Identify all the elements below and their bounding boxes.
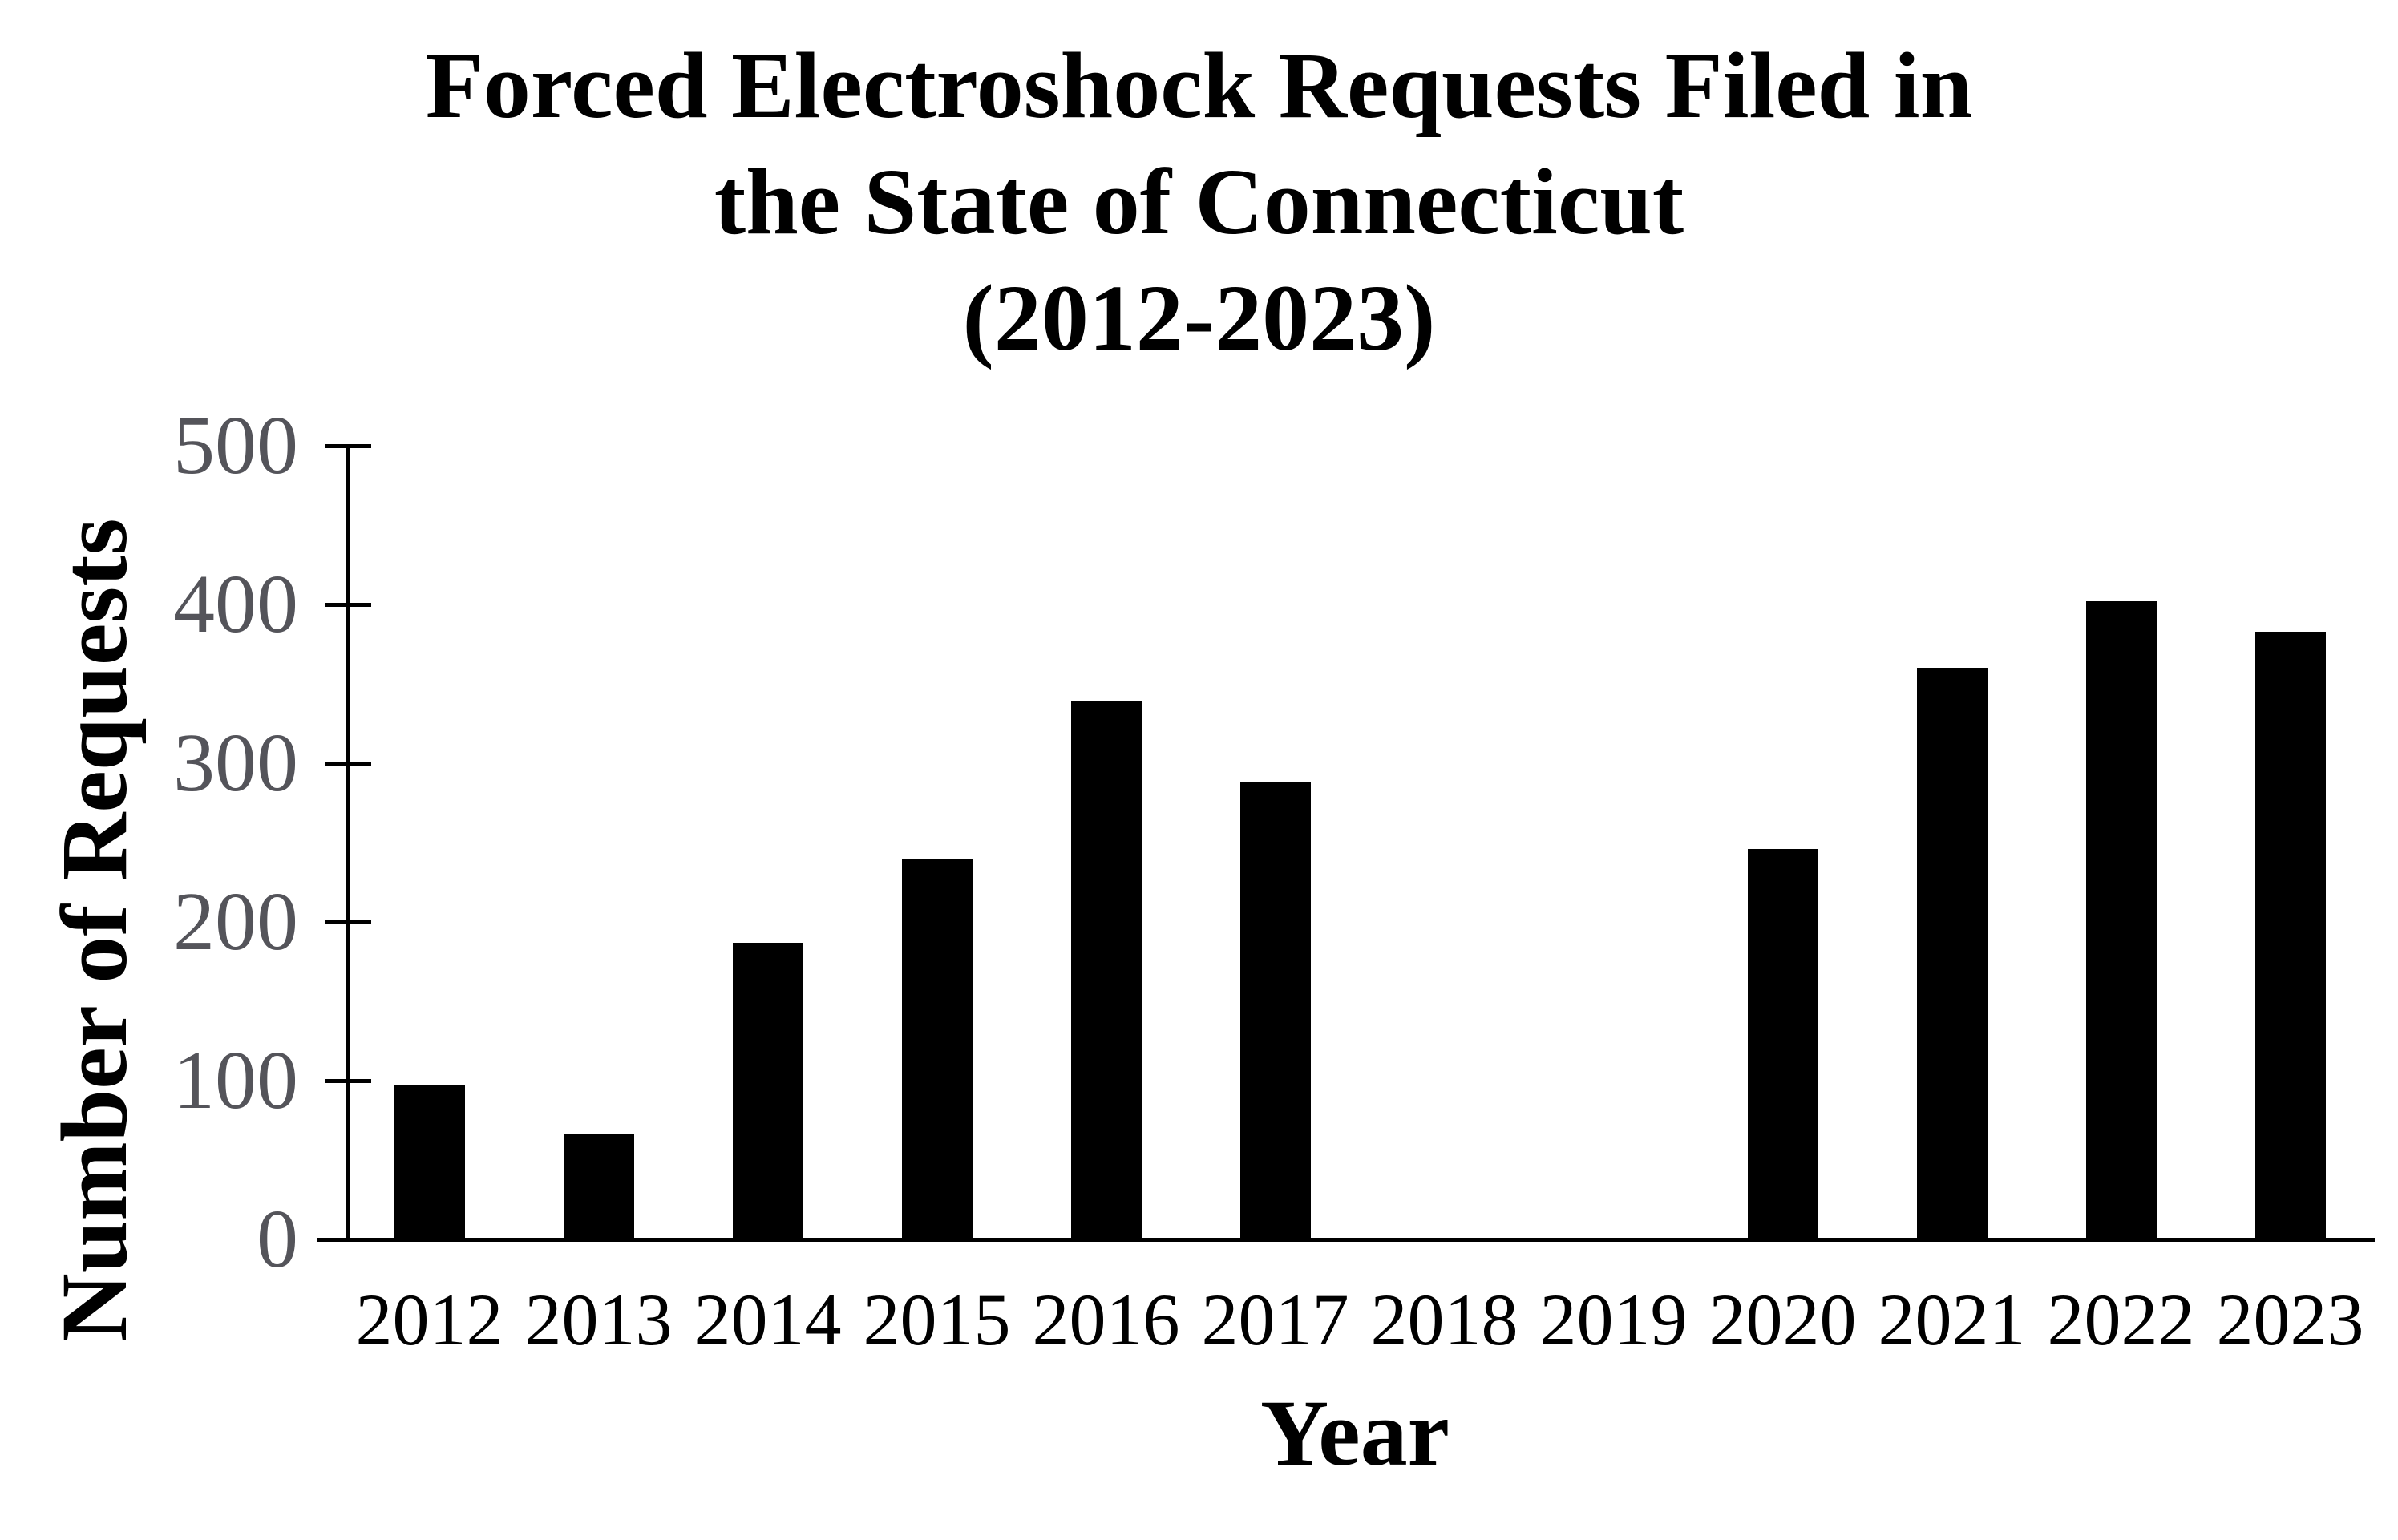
chart-title: Forced Electroshock Requests Filed in th…	[425, 33, 1973, 371]
y-axis-line	[346, 444, 350, 1242]
bar-2016	[1070, 701, 1142, 1239]
bar-2021	[1916, 668, 1988, 1239]
y-tick-label: 0	[257, 1193, 298, 1285]
bar-2014	[732, 942, 803, 1239]
y-tick-mark	[325, 444, 371, 448]
x-tick-label-2020: 2020	[1709, 1279, 1857, 1360]
y-tick-mark	[325, 1079, 371, 1083]
bar-2015	[901, 858, 973, 1239]
y-tick-mark	[325, 762, 371, 766]
bar-2020	[1747, 848, 1818, 1239]
bar-2023	[2254, 631, 2326, 1239]
y-tick-label: 400	[173, 558, 298, 650]
x-axis-line	[317, 1238, 2375, 1242]
y-tick-mark	[325, 1238, 371, 1242]
x-tick-label-2018: 2018	[1370, 1279, 1518, 1360]
y-tick-mark	[325, 920, 371, 924]
x-tick-label-2017: 2017	[1201, 1279, 1349, 1360]
bar-2022	[2085, 601, 2157, 1239]
x-tick-label-2014: 2014	[694, 1279, 842, 1360]
bar-2012	[394, 1085, 465, 1239]
x-axis-title: Year	[1260, 1380, 1450, 1485]
y-tick-label: 500	[173, 399, 298, 491]
y-tick-label: 300	[173, 717, 298, 809]
y-tick-label: 200	[173, 875, 298, 968]
x-tick-label-2012: 2012	[355, 1279, 503, 1360]
bar-2013	[563, 1134, 634, 1239]
x-tick-label-2022: 2022	[2047, 1279, 2195, 1360]
y-tick-mark	[325, 603, 371, 607]
x-tick-label-2013: 2013	[524, 1279, 673, 1360]
bar-2017	[1239, 782, 1311, 1239]
x-tick-label-2016: 2016	[1032, 1279, 1180, 1360]
y-tick-label: 100	[173, 1034, 298, 1126]
x-tick-label-2023: 2023	[2216, 1279, 2364, 1360]
x-tick-label-2019: 2019	[1539, 1279, 1688, 1360]
x-tick-label-2021: 2021	[1878, 1279, 2026, 1360]
x-tick-label-2015: 2015	[863, 1279, 1011, 1360]
